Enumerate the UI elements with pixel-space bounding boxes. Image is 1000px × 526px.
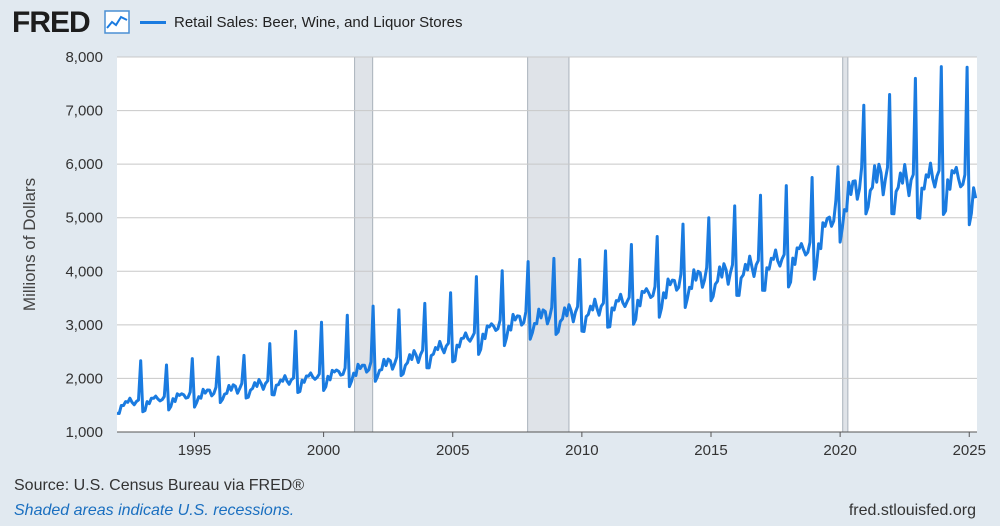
x-tick-label: 2000: [307, 442, 340, 459]
x-tick-label: 1995: [178, 442, 211, 459]
y-tick-label: 8,000: [65, 49, 103, 66]
x-tick-label: 2025: [953, 442, 986, 459]
y-tick-label: 5,000: [65, 210, 103, 227]
y-tick-label: 3,000: [65, 317, 103, 334]
y-tick-label: 2,000: [65, 370, 103, 387]
chart-legend: Retail Sales: Beer, Wine, and Liquor Sto…: [140, 12, 463, 32]
source-note: Source: U.S. Census Bureau via FRED®: [14, 477, 305, 494]
legend-swatch: [140, 20, 166, 24]
x-tick-label: 2010: [565, 442, 598, 459]
y-tick-label: 6,000: [65, 156, 103, 173]
x-tick-label: 2015: [694, 442, 727, 459]
y-tick-label: 4,000: [65, 263, 103, 280]
x-tick-label: 2005: [436, 442, 469, 459]
site-url[interactable]: fred.stlouisfed.org: [848, 502, 976, 519]
recession-band: [842, 56, 849, 433]
x-tick-label: 2020: [823, 442, 856, 459]
y-axis-title: Millions of Dollars: [20, 178, 39, 311]
recession-note[interactable]: Shaded areas indicate U.S. recessions.: [14, 502, 295, 519]
chart-line-icon[interactable]: [104, 10, 130, 34]
legend-label: Retail Sales: Beer, Wine, and Liquor Sto…: [174, 13, 463, 31]
recession-band: [527, 56, 570, 433]
chart-area: 1,000 2,000 3,000 4,000 5,000 6,000 7,000 8,000…: [20, 49, 986, 459]
series-line: [116, 65, 978, 415]
y-tick-label: 1,000: [65, 424, 103, 441]
y-tick-label: 7,000: [65, 103, 103, 120]
fred-logo[interactable]: FRED: [12, 6, 91, 39]
